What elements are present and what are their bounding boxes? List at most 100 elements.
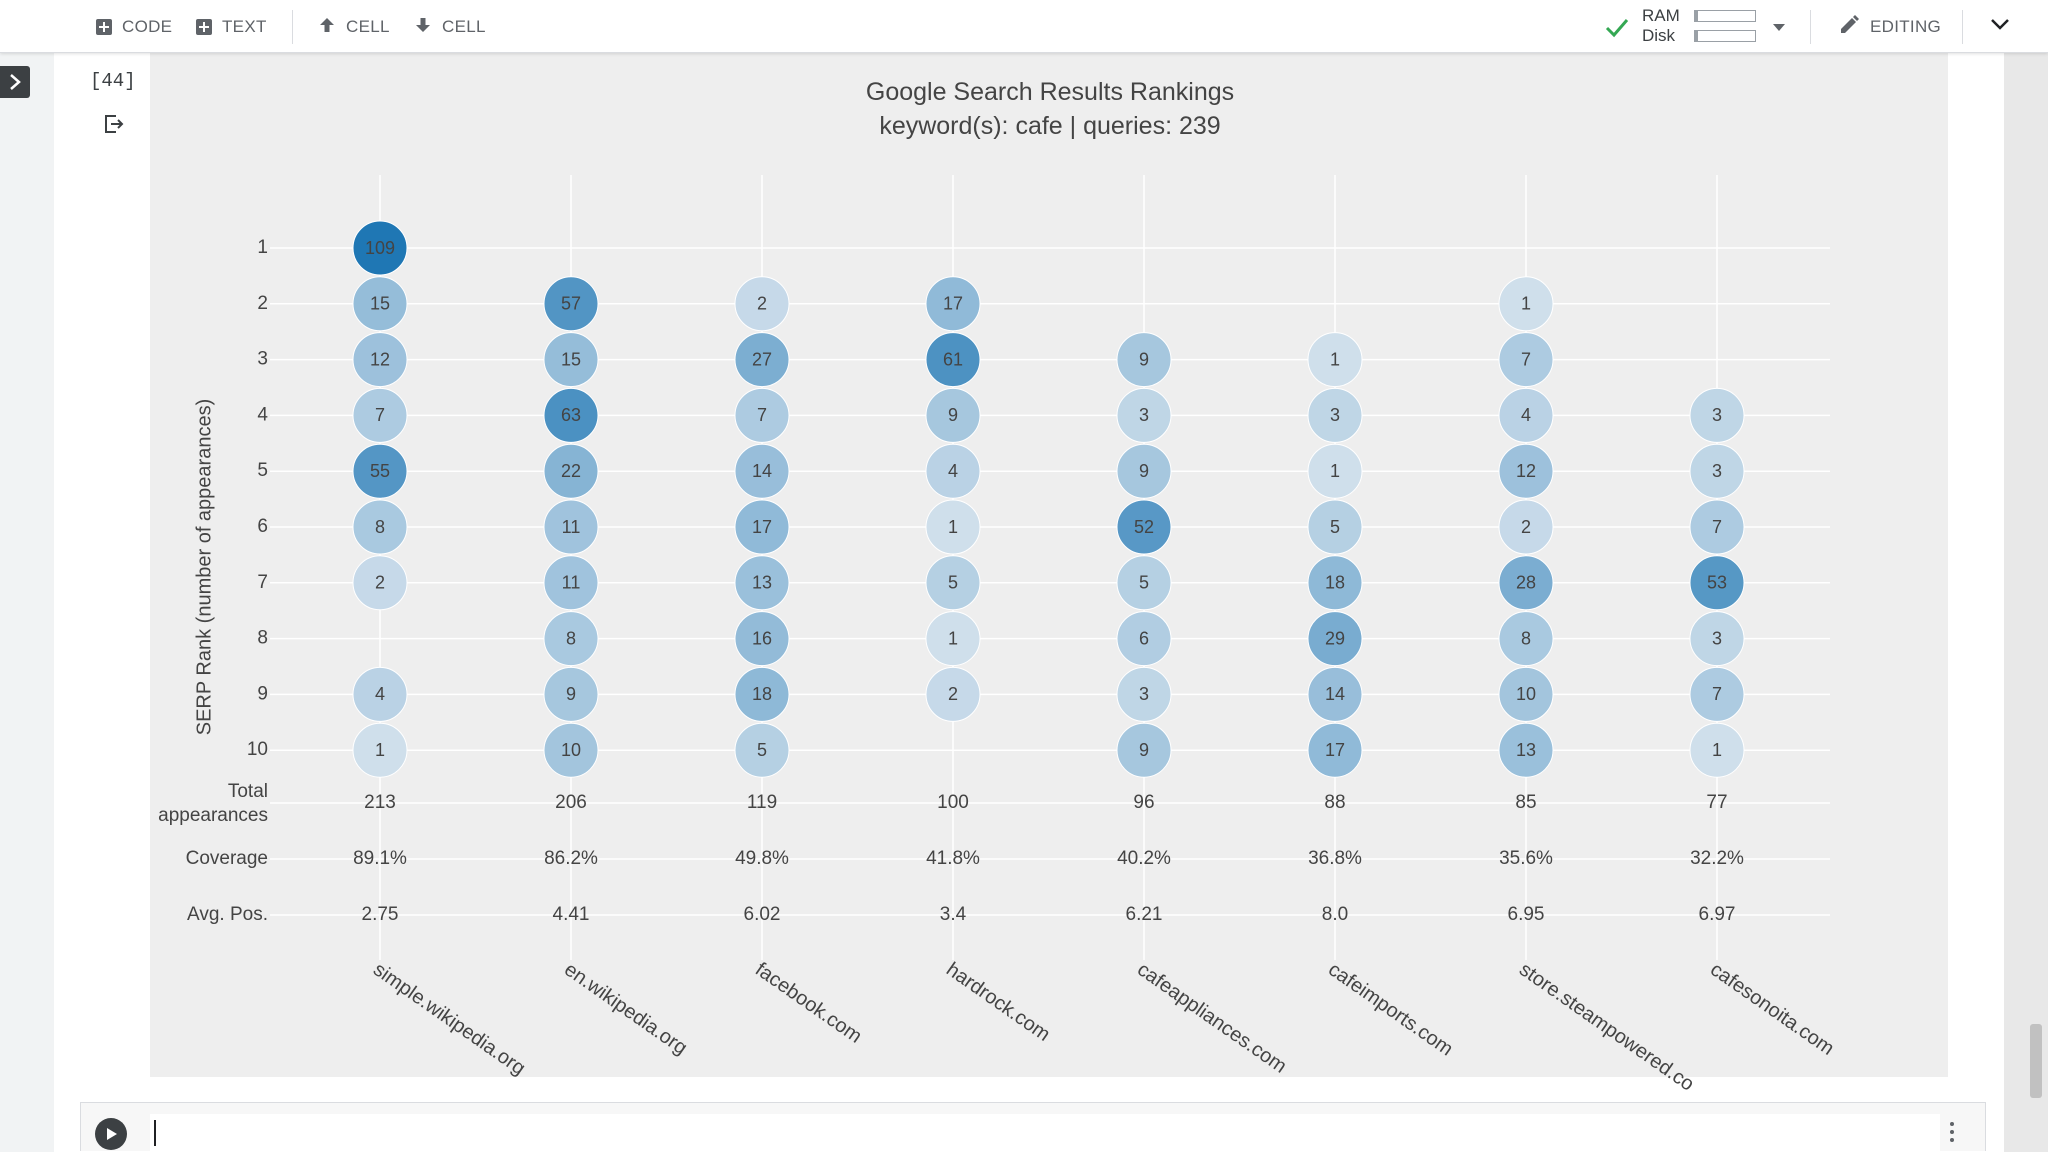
coverage-value: 49.8% <box>735 848 789 869</box>
bubble-count-label: 57 <box>561 294 581 314</box>
collapse-toolbar-chevron-icon[interactable] <box>1990 18 2010 37</box>
total-appearances-value: 213 <box>364 792 396 813</box>
data-bubble <box>352 220 408 276</box>
bubble-count-label: 1 <box>948 628 958 648</box>
cell-more-menu-icon[interactable] <box>1950 1122 1956 1146</box>
y-tick-label: 5 <box>257 460 268 481</box>
bubble-count-label: 6 <box>1139 628 1149 648</box>
bubble-count-label: 10 <box>561 740 581 760</box>
bubble-count-label: 27 <box>752 349 772 369</box>
bubble-count-label: 13 <box>1516 740 1536 760</box>
editing-label: EDITING <box>1870 17 1942 36</box>
bubble-count-label: 28 <box>1516 573 1536 593</box>
code-button-label: CODE <box>122 17 173 36</box>
data-bubble <box>1116 332 1172 388</box>
bubble-count-label: 4 <box>948 461 958 481</box>
avg-pos-value: 6.21 <box>1126 904 1163 925</box>
y-tick-label: 10 <box>247 739 268 760</box>
chart-title: Google Search Results Rankings <box>865 78 1235 106</box>
x-tick-label: cafeimports.com <box>1324 958 1457 1060</box>
bubble-count-label: 10 <box>1516 684 1536 704</box>
avg-pos-value: 3.4 <box>940 904 967 925</box>
bubble-count-label: 17 <box>752 517 772 537</box>
bubble-count-label: 8 <box>375 517 385 537</box>
data-bubble <box>543 387 599 443</box>
bubble-count-label: 1 <box>1521 294 1531 314</box>
bubble-count-label: 15 <box>561 349 581 369</box>
data-bubble <box>1689 722 1745 778</box>
data-bubble <box>1498 499 1554 555</box>
bubble-count-label: 13 <box>752 573 772 593</box>
coverage-value: 35.6% <box>1499 848 1553 869</box>
run-cell-button[interactable] <box>95 1118 127 1150</box>
total-appearances-label: Total <box>228 781 268 802</box>
data-bubble <box>1689 555 1745 611</box>
data-bubble <box>925 387 981 443</box>
coverage-label: Coverage <box>186 848 268 869</box>
avg-pos-value: 8.0 <box>1322 904 1348 925</box>
data-bubble <box>925 499 981 555</box>
bubble-count-label: 63 <box>561 405 581 425</box>
toolbar-divider <box>1962 10 1963 44</box>
cell-up-label: CELL <box>346 17 390 36</box>
avg-pos-value: 6.97 <box>1699 904 1736 925</box>
data-bubble <box>543 332 599 388</box>
left-gutter <box>0 52 54 1152</box>
resources-dropdown-icon[interactable] <box>1772 20 1786 38</box>
data-bubble <box>1498 611 1554 667</box>
page-scrollbar[interactable] <box>2030 1024 2042 1098</box>
arrow-down-icon <box>414 16 432 39</box>
y-tick-label: 3 <box>257 349 268 370</box>
data-bubble <box>925 666 981 722</box>
resource-monitor[interactable]: RAM Disk <box>1642 6 1680 46</box>
move-cell-up-button[interactable]: CELL <box>318 12 390 42</box>
add-code-cell-button[interactable]: CODE <box>96 12 172 42</box>
avg-pos-value: 4.41 <box>553 904 590 925</box>
bubble-count-label: 1 <box>1330 349 1340 369</box>
data-bubble <box>543 722 599 778</box>
output-redirect-icon[interactable] <box>102 112 126 141</box>
data-bubble <box>734 443 790 499</box>
bubble-count-label: 3 <box>1139 405 1149 425</box>
data-bubble <box>352 443 408 499</box>
coverage-value: 32.2% <box>1690 848 1744 869</box>
text-button-label: TEXT <box>222 17 267 36</box>
data-bubble <box>734 555 790 611</box>
x-tick-label: en.wikipedia.org <box>560 958 691 1059</box>
total-appearances-value: 88 <box>1324 792 1345 813</box>
editing-mode-button[interactable]: EDITING <box>1838 12 1941 42</box>
sidebar-toggle-button[interactable] <box>0 66 30 98</box>
chevron-right-icon <box>10 74 21 90</box>
code-editor-input[interactable] <box>150 1114 1940 1152</box>
data-bubble <box>1498 555 1554 611</box>
bubble-count-label: 4 <box>1521 405 1531 425</box>
data-bubble <box>1307 387 1363 443</box>
total-appearances-value: 206 <box>555 792 587 813</box>
data-bubble <box>925 276 981 332</box>
y-tick-label: 9 <box>257 683 268 704</box>
x-tick-label: cafeappliances.com <box>1133 958 1290 1077</box>
bubble-count-label: 2 <box>1521 517 1531 537</box>
bubble-count-label: 5 <box>757 740 767 760</box>
chart-subtitle: keyword(s): cafe | queries: 239 <box>879 112 1221 140</box>
bubble-count-label: 53 <box>1707 573 1727 593</box>
bubble-count-label: 29 <box>1325 628 1345 648</box>
bubble-count-label: 55 <box>370 461 390 481</box>
bubble-count-label: 4 <box>375 684 385 704</box>
coverage-value: 89.1% <box>353 848 407 869</box>
total-appearances-label: appearances <box>158 805 268 826</box>
chart-plot-area <box>150 52 1948 1077</box>
execution-count: [44] <box>90 70 136 92</box>
data-bubble <box>1307 666 1363 722</box>
bubble-count-label: 7 <box>1712 684 1722 704</box>
bubble-count-label: 7 <box>1521 349 1531 369</box>
data-bubble <box>1116 666 1172 722</box>
total-appearances-value: 119 <box>747 792 777 813</box>
data-bubble <box>1689 387 1745 443</box>
bubble-count-label: 5 <box>948 573 958 593</box>
add-text-cell-button[interactable]: TEXT <box>196 12 267 42</box>
y-tick-label: 8 <box>257 628 268 649</box>
toolbar-divider <box>292 10 293 44</box>
bubble-count-label: 52 <box>1134 517 1154 537</box>
move-cell-down-button[interactable]: CELL <box>414 12 486 42</box>
